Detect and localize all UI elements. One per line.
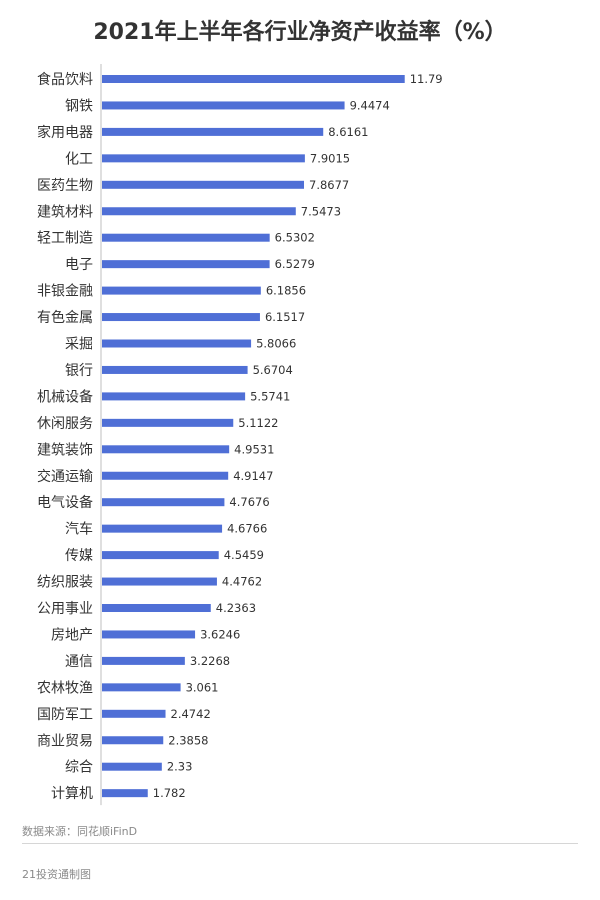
category-label: 综合 [65, 760, 93, 776]
data-label: 6.5279 [275, 257, 315, 271]
category-label: 计算机 [51, 786, 93, 802]
bar [102, 127, 324, 136]
data-label: 2.4742 [171, 707, 211, 721]
category-label: 房地产 [51, 627, 93, 643]
category-label: 采掘 [65, 337, 93, 353]
category-label: 交通运输 [37, 468, 93, 485]
data-label: 1.782 [153, 786, 186, 800]
data-label: 6.1856 [266, 284, 306, 298]
data-label: 9.4474 [350, 98, 390, 112]
data-label: 3.061 [186, 680, 219, 694]
bar [102, 498, 225, 507]
bar [102, 524, 223, 533]
bar [102, 604, 211, 612]
bar [102, 233, 270, 242]
data-label: 5.8066 [256, 337, 296, 351]
category-label: 建筑装饰 [37, 442, 93, 458]
category-label: 休闲服务 [37, 416, 93, 432]
bar [102, 789, 148, 798]
data-label: 5.1122 [238, 416, 278, 430]
data-label: 4.9147 [233, 469, 273, 483]
data-label: 3.2268 [190, 654, 230, 668]
category-label: 通信 [65, 654, 93, 670]
category-label: 有色金属 [37, 309, 93, 326]
chart-title: 2021年上半年各行业净资产收益率（%） [93, 20, 507, 45]
category-label: 轻工制造 [37, 231, 93, 247]
category-label: 建筑材料 [37, 204, 93, 220]
data-label: 4.4762 [222, 575, 262, 589]
category-label: 国防军工 [37, 707, 93, 723]
data-label: 6.5302 [275, 231, 315, 245]
category-label: 非银金融 [37, 284, 93, 300]
category-label: 家用电器 [37, 124, 93, 141]
bar [102, 339, 252, 348]
bar [102, 471, 229, 480]
data-label: 4.9531 [234, 442, 274, 456]
data-label: 2.33 [167, 760, 193, 774]
bar [102, 736, 164, 745]
bar [102, 683, 181, 692]
category-label: 电子 [65, 257, 93, 273]
data-label: 11.79 [410, 72, 443, 86]
bar [102, 392, 246, 401]
bar [102, 207, 296, 216]
category-label: 化工 [65, 151, 93, 167]
category-label: 食品饮料 [37, 71, 93, 88]
category-label: 机械设备 [37, 388, 93, 405]
category-label: 汽车 [65, 521, 93, 538]
data-label: 7.5473 [301, 204, 341, 218]
bar [102, 630, 196, 639]
bar [102, 313, 260, 322]
data-label: 2.3858 [168, 733, 208, 747]
category-label: 银行 [65, 363, 93, 379]
footer-divider [22, 843, 578, 844]
category-label: 电气设备 [37, 494, 93, 511]
category-label: 医药生物 [37, 178, 93, 194]
data-label: 3.6246 [200, 627, 240, 641]
category-label: 公用事业 [37, 601, 93, 617]
bar [102, 577, 217, 586]
data-label: 4.6766 [227, 522, 267, 536]
bar-chart: 食品饮料 11.79 钢铁 9.4474 家用电器 8.6161 化工 7.9015 医药生物 7… [37, 64, 443, 806]
data-source-note: 数据来源：同花顺iFinD [22, 825, 138, 838]
bar [102, 154, 305, 163]
category-label: 纺织服装 [37, 575, 93, 591]
bar [102, 260, 270, 269]
category-label: 传媒 [65, 548, 93, 564]
bar [102, 656, 185, 665]
bar [102, 365, 248, 374]
bar [102, 75, 405, 83]
category-label: 钢铁 [65, 98, 93, 114]
bar [102, 180, 305, 189]
bar [102, 101, 345, 110]
data-label: 8.6161 [328, 125, 368, 139]
chart-credit: 21投资通制图 [22, 868, 91, 881]
bar [102, 418, 234, 427]
data-label: 7.8677 [309, 178, 349, 192]
bar [102, 551, 219, 560]
data-label: 7.9015 [310, 151, 350, 165]
data-label: 5.5741 [250, 389, 290, 403]
bar [102, 286, 261, 295]
data-label: 5.6704 [253, 363, 293, 377]
bar [102, 762, 162, 771]
data-label: 4.2363 [216, 601, 256, 615]
category-label: 商业贸易 [37, 733, 93, 749]
category-label: 农林牧渔 [37, 680, 93, 696]
data-label: 6.1517 [265, 310, 305, 324]
data-label: 4.5459 [224, 548, 264, 562]
data-label: 4.7676 [229, 495, 269, 509]
bar [102, 445, 230, 454]
bar [102, 709, 166, 718]
